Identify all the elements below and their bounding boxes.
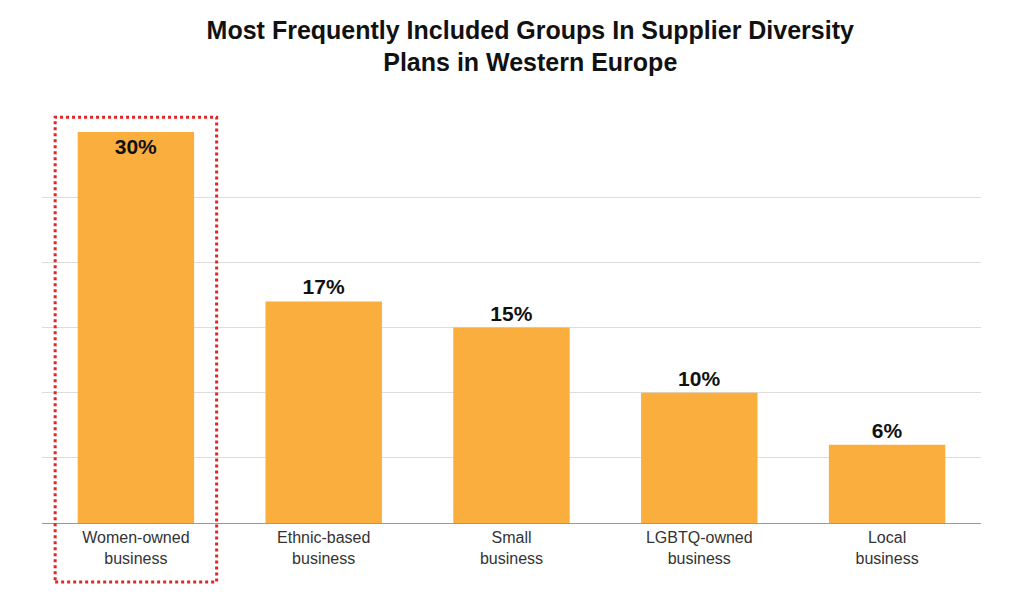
svg-text:17%: 17% xyxy=(303,275,345,298)
svg-text:Women-ownedbusiness: Women-ownedbusiness xyxy=(82,529,189,567)
svg-text:LGBTQ-ownedbusiness: LGBTQ-ownedbusiness xyxy=(646,529,753,567)
svg-text:Smallbusiness: Smallbusiness xyxy=(480,529,543,567)
svg-text:Localbusiness: Localbusiness xyxy=(856,529,919,567)
svg-text:10%: 10% xyxy=(678,367,720,390)
svg-text:Most Frequently Included Group: Most Frequently Included Groups In Suppl… xyxy=(207,16,854,77)
svg-text:6%: 6% xyxy=(872,419,903,442)
svg-text:Ethnic-basedbusiness: Ethnic-basedbusiness xyxy=(277,529,370,567)
svg-text:30%: 30% xyxy=(115,135,157,158)
svg-text:15%: 15% xyxy=(490,302,532,325)
